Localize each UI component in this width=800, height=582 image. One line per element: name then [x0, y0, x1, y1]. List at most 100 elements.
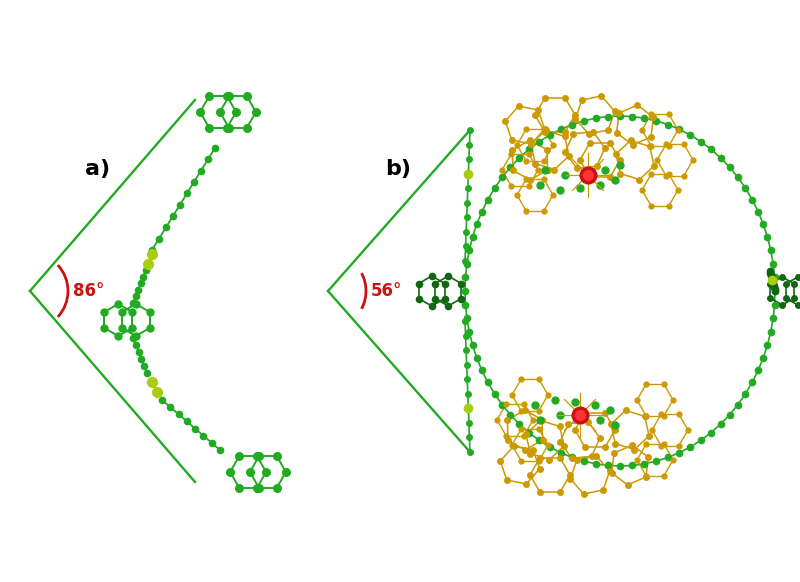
Point	[253, 452, 266, 461]
Point	[529, 111, 542, 120]
Point	[673, 441, 686, 450]
Point	[678, 171, 690, 180]
Point	[202, 123, 215, 132]
Point	[462, 418, 475, 428]
Point	[788, 293, 800, 303]
Point	[626, 112, 638, 121]
Point	[510, 140, 523, 150]
Point	[640, 440, 653, 449]
Point	[554, 185, 566, 194]
Point	[462, 169, 474, 178]
Point	[501, 416, 514, 425]
Point	[459, 331, 472, 340]
Point	[684, 130, 697, 140]
Point	[524, 449, 537, 458]
Point	[686, 155, 699, 165]
Point	[538, 165, 551, 175]
Point	[570, 455, 583, 464]
Point	[648, 161, 661, 171]
Point	[130, 331, 142, 340]
Point	[654, 441, 667, 450]
Point	[139, 265, 152, 275]
Point	[143, 324, 156, 333]
Point	[461, 198, 474, 207]
Point	[458, 256, 471, 265]
Point	[562, 151, 575, 161]
Point	[605, 468, 618, 477]
Point	[115, 307, 128, 317]
Point	[466, 340, 479, 350]
Point	[455, 294, 468, 303]
Point	[538, 175, 550, 184]
Point	[533, 406, 546, 415]
Point	[462, 169, 474, 178]
Point	[496, 173, 509, 182]
Point	[614, 169, 626, 178]
Point	[141, 368, 154, 378]
Point	[597, 485, 610, 495]
Point	[132, 285, 145, 294]
Point	[538, 127, 551, 137]
Point	[766, 277, 779, 286]
Point	[766, 314, 779, 323]
Point	[460, 212, 473, 222]
Point	[512, 101, 525, 111]
Point	[662, 110, 675, 119]
Point	[578, 489, 590, 499]
Point	[514, 406, 527, 415]
Point	[658, 440, 670, 449]
Point	[752, 366, 765, 375]
Point	[279, 467, 292, 477]
Point	[672, 125, 685, 134]
Point	[533, 456, 546, 465]
Point	[112, 331, 125, 340]
Point	[768, 285, 781, 294]
Point	[496, 165, 509, 175]
Point	[602, 125, 614, 134]
Point	[529, 159, 542, 168]
Point	[506, 136, 518, 145]
Point	[645, 201, 658, 210]
Point	[574, 183, 586, 193]
Point	[662, 141, 675, 150]
Point	[130, 299, 142, 308]
Point	[594, 434, 606, 443]
Point	[739, 389, 752, 399]
Point	[510, 190, 523, 200]
Text: 86°: 86°	[73, 282, 104, 300]
Point	[554, 453, 566, 462]
Point	[684, 442, 697, 452]
Point	[475, 207, 488, 216]
Point	[549, 395, 562, 404]
Point	[582, 129, 595, 139]
Point	[270, 452, 283, 461]
Point	[578, 456, 590, 466]
Point	[543, 130, 556, 140]
Point	[536, 435, 549, 444]
Point	[638, 459, 650, 469]
Point	[206, 438, 218, 448]
Point	[766, 279, 779, 289]
Point	[764, 327, 777, 336]
Point	[595, 91, 608, 101]
Point	[194, 166, 207, 175]
Point	[558, 441, 570, 450]
Point	[458, 317, 471, 326]
Point	[554, 410, 566, 420]
Point	[504, 162, 517, 172]
Point	[546, 190, 559, 200]
Point	[590, 113, 602, 123]
Point	[575, 95, 588, 105]
Point	[502, 436, 514, 445]
Point	[578, 168, 591, 178]
Point	[609, 175, 622, 184]
Point	[531, 165, 544, 175]
Point	[488, 183, 501, 193]
Point	[609, 420, 622, 430]
Point	[519, 430, 532, 439]
Point	[558, 147, 571, 157]
Point	[250, 107, 262, 116]
Point	[574, 410, 586, 420]
Point	[633, 175, 646, 184]
Point	[594, 180, 606, 190]
